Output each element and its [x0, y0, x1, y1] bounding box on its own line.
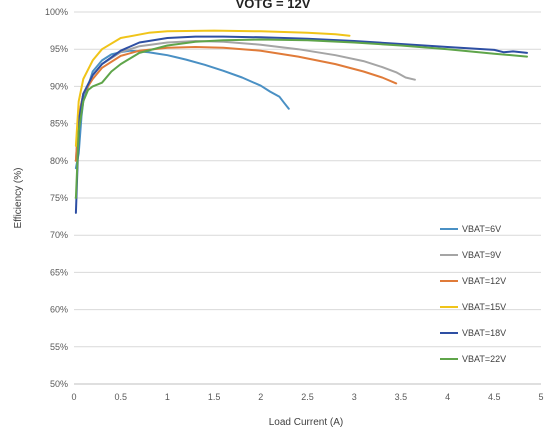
x-tick-label: 3 — [352, 392, 357, 402]
axis-layer: 50% 55% 60% 65% 70% 75% 80% 85% 90% 95% 100% 0 0.5 1 1… — [45, 7, 544, 402]
x-tick-label: 4.5 — [488, 392, 501, 402]
legend-label: VBAT=22V — [462, 354, 506, 364]
grid-layer — [74, 11, 541, 385]
x-tick-label: 0.5 — [114, 392, 127, 402]
series-line-vbat-18v — [74, 35, 528, 214]
x-tick-label: 0 — [71, 392, 76, 402]
x-tick-label: 1.5 — [208, 392, 221, 402]
series-line-vbat-9v — [74, 40, 416, 162]
legend-label: VBAT=15V — [462, 302, 506, 312]
y-tick-label: 65% — [50, 267, 68, 277]
series-layer — [74, 29, 528, 214]
y-tick-label: 55% — [50, 342, 68, 352]
y-tick-label: 70% — [50, 230, 68, 240]
x-tick-label: 1 — [165, 392, 170, 402]
y-tick-label: 90% — [50, 81, 68, 91]
legend-label: VBAT=9V — [462, 250, 501, 260]
y-tick-label: 60% — [50, 305, 68, 315]
x-tick-label: 5 — [538, 392, 543, 402]
y-tick-label: 80% — [50, 156, 68, 166]
y-tick-label: 85% — [50, 119, 68, 129]
x-axis-label: Load Current (A) — [269, 417, 343, 428]
x-tick-label: 3.5 — [395, 392, 408, 402]
legend-label: VBAT=6V — [462, 224, 501, 234]
chart-title: VOTG = 12V — [236, 0, 311, 11]
y-tick-label: 50% — [50, 379, 68, 389]
series-line-vbat-6v — [74, 49, 290, 170]
x-tick-label: 4 — [445, 392, 450, 402]
series-line-vbat-12v — [74, 46, 398, 162]
y-tick-label: 100% — [45, 7, 68, 17]
legend-label: VBAT=18V — [462, 328, 506, 338]
y-axis-label: Efficiency (%) — [13, 168, 24, 229]
y-tick-label: 75% — [50, 193, 68, 203]
series-line-vbat-15v — [74, 29, 351, 147]
x-tick-label: 2 — [258, 392, 263, 402]
legend-label: VBAT=12V — [462, 276, 506, 286]
y-tick-label: 95% — [50, 44, 68, 54]
legend: VBAT=6V VBAT=9V VBAT=12V VBAT=15V VBAT=18V VB… — [440, 224, 506, 364]
series-line-vbat-22v — [74, 38, 528, 199]
x-tick-label: 2.5 — [301, 392, 314, 402]
